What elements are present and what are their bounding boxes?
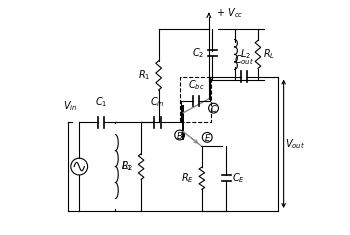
- Text: $E$: $E$: [204, 132, 211, 143]
- Text: $L_2$: $L_2$: [240, 47, 251, 61]
- Text: $R_E$: $R_E$: [181, 171, 194, 185]
- Text: $C_{bc}$: $C_{bc}$: [188, 78, 204, 92]
- Text: $C$: $C$: [210, 103, 217, 114]
- Text: $L_1$: $L_1$: [121, 160, 132, 173]
- Bar: [180, 77, 211, 122]
- Text: $R_1$: $R_1$: [138, 69, 150, 82]
- Text: $C_1$: $C_1$: [95, 95, 107, 109]
- Text: $C_2$: $C_2$: [192, 46, 204, 60]
- Text: $R_L$: $R_L$: [263, 47, 275, 61]
- Text: $R_2$: $R_2$: [121, 160, 133, 173]
- Text: $C_{in}$: $C_{in}$: [150, 95, 165, 109]
- Text: $V_{out}$: $V_{out}$: [285, 137, 305, 151]
- Text: $C_{out}$: $C_{out}$: [234, 54, 254, 67]
- Text: $C_E$: $C_E$: [232, 171, 245, 185]
- Text: $+\ V_{cc}$: $+\ V_{cc}$: [216, 7, 243, 20]
- Text: $B$: $B$: [176, 129, 183, 141]
- Text: $V_{in}$: $V_{in}$: [63, 99, 77, 113]
